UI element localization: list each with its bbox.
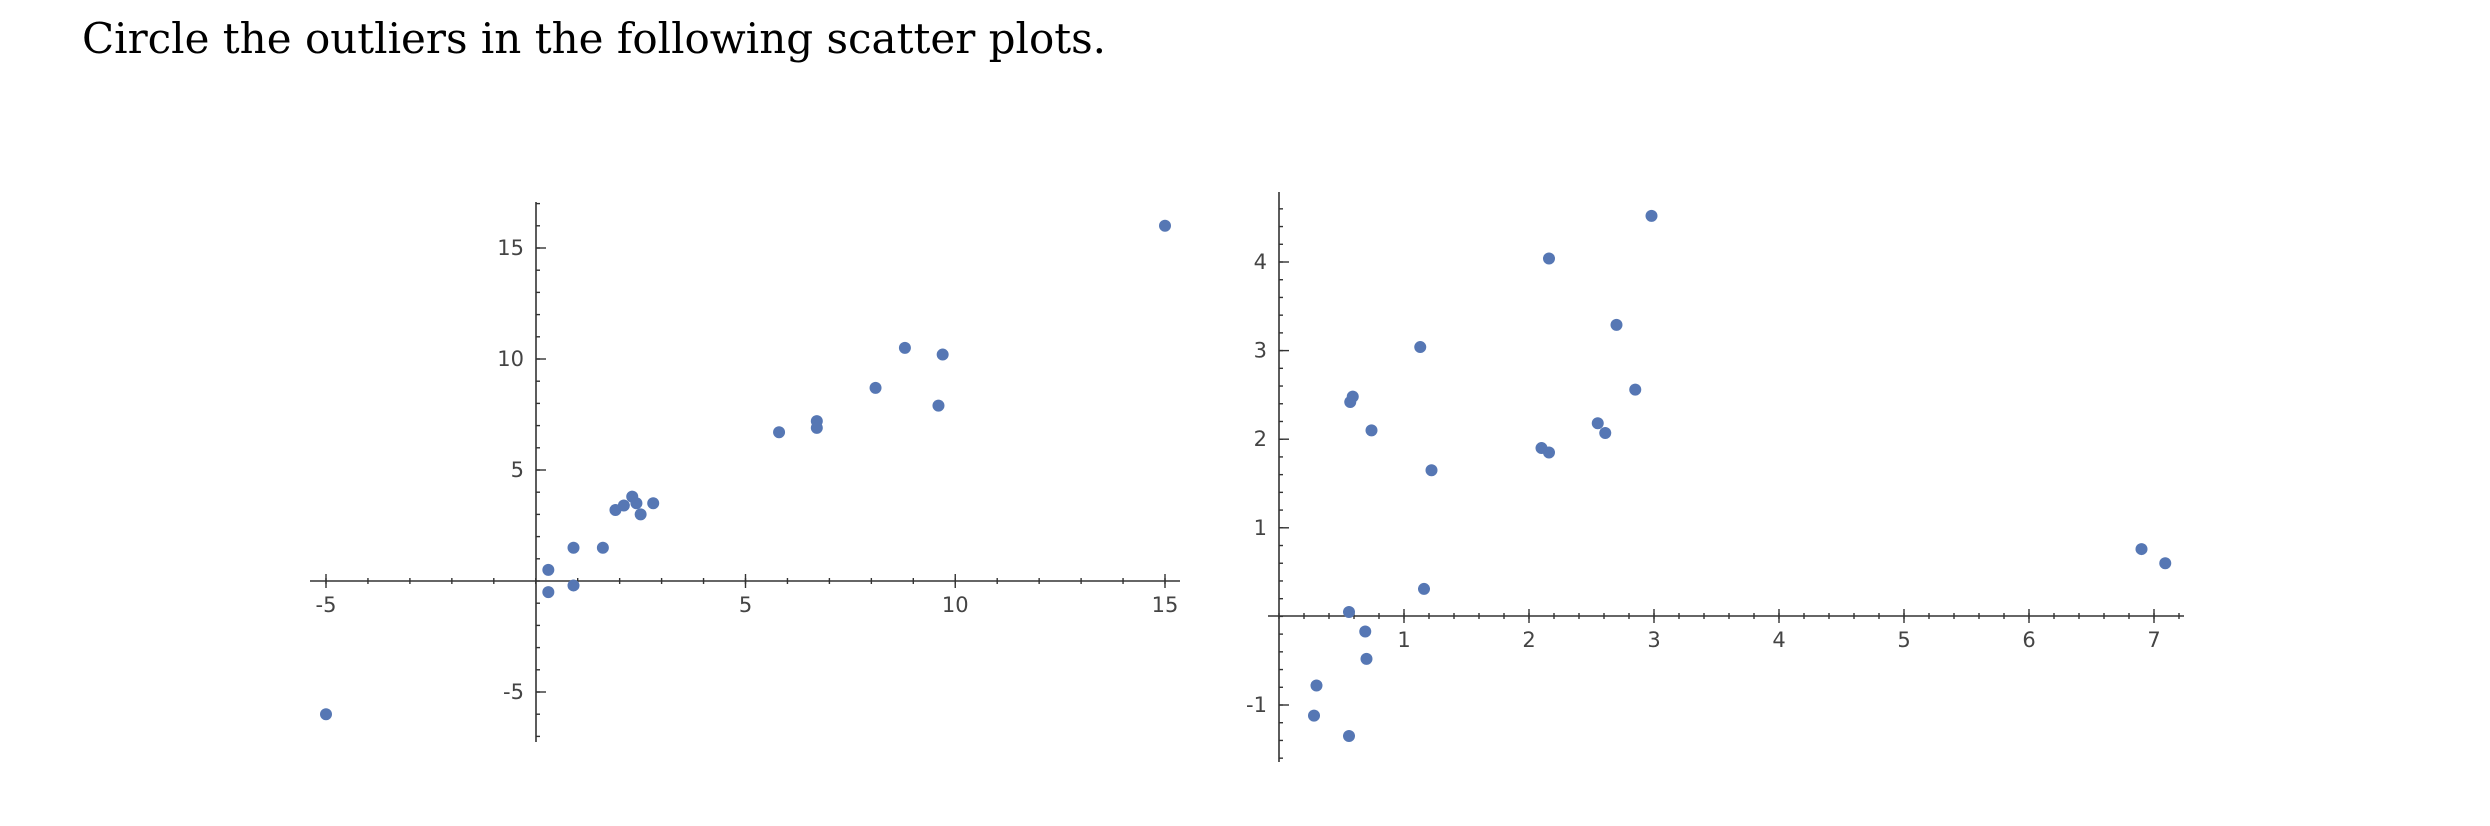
scatter-point	[1591, 417, 1604, 430]
scatter-chart-left: -5 5 10 15 -5 5 10 15	[310, 202, 1180, 742]
scatter-point	[630, 497, 643, 510]
scatter-point	[898, 341, 911, 354]
x-tick-label: 4	[1772, 628, 1785, 652]
x-tick-label: 5	[739, 593, 752, 617]
y-tick-label: 1	[1254, 516, 1267, 540]
scatter-point	[634, 508, 647, 521]
scatter-point	[1418, 582, 1430, 595]
scatter-point	[320, 708, 332, 721]
scatter-point	[2135, 543, 2148, 556]
scatter-point	[1629, 383, 1642, 396]
scatter-point	[1343, 730, 1355, 743]
scatter-point	[1308, 709, 1320, 722]
y-tick-label: 2	[1254, 427, 1267, 451]
scatter-point	[1610, 318, 1623, 331]
scatter-point	[1543, 252, 1555, 265]
y-tick-label: 3	[1254, 339, 1267, 363]
y-tick-label: 15	[497, 236, 524, 260]
scatter-point	[1599, 426, 1612, 439]
scatter-point	[1159, 219, 1171, 232]
scatter-point	[567, 579, 580, 592]
x-tick-label: 10	[942, 593, 969, 617]
scatter-point	[869, 381, 882, 394]
scatter-point	[1343, 605, 1355, 618]
x-tick-label: 2	[1522, 628, 1535, 652]
scatter-point	[1360, 652, 1373, 665]
y-tick-label: 4	[1254, 250, 1267, 274]
scatter-point	[1543, 446, 1555, 459]
scatter-point	[1414, 341, 1427, 354]
scatter-point	[1425, 464, 1438, 477]
y-tick-label: -5	[503, 680, 524, 704]
x-tick-label: 7	[2147, 628, 2160, 652]
scatter-point	[1365, 424, 1378, 437]
x-tick-label: 5	[1897, 628, 1910, 652]
x-tick-label: 1	[1397, 628, 1410, 652]
scatter-chart-right: 1 2 3 4 5 6 7 -1 1 2 3 4	[1246, 192, 2184, 762]
scatter-point	[810, 421, 823, 434]
scatter-point	[932, 399, 945, 412]
scatter-point	[567, 541, 580, 554]
y-tick-label: -1	[1246, 693, 1267, 717]
y-tick-label: 5	[511, 458, 524, 482]
scatter-point	[2159, 557, 2172, 570]
scatter-point	[773, 426, 786, 439]
x-tick-label: 15	[1152, 593, 1179, 617]
scatter-point	[647, 497, 660, 510]
scatter-point	[1645, 209, 1658, 222]
x-tick-label: 6	[2022, 628, 2035, 652]
scatter-point	[936, 348, 949, 361]
scatter-point	[596, 541, 609, 554]
x-tick-label: 3	[1647, 628, 1660, 652]
scatter-point	[617, 499, 630, 512]
scatter-point	[1359, 625, 1372, 638]
scatter-point	[542, 563, 555, 576]
scatter-point	[1346, 390, 1359, 403]
scatter-point	[542, 586, 555, 599]
scatter-point	[1310, 679, 1323, 692]
y-tick-label: 10	[497, 347, 524, 371]
x-tick-label: -5	[316, 593, 337, 617]
instruction-text: Circle the outliers in the following sca…	[82, 14, 1107, 63]
